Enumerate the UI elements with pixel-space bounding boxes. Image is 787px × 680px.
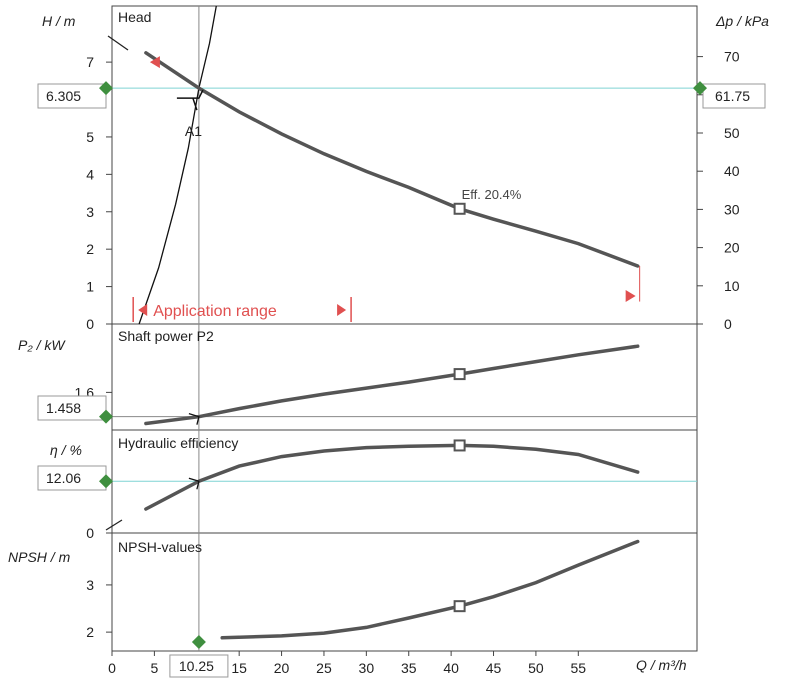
efficiency-readout[interactable]: 12.06	[37, 465, 107, 491]
range-start-triangle	[149, 56, 160, 69]
head-y-tick-label: 3	[86, 204, 94, 220]
efficiency-bep-marker	[453, 439, 466, 452]
efficiency-y-axis-title: η / %	[50, 442, 82, 458]
npsh-y-tick-label: 3	[86, 577, 94, 593]
application-range: Application range	[132, 297, 352, 322]
x-tick-label: 25	[316, 660, 332, 676]
efficiency-readout-value: 12.06	[46, 470, 81, 486]
efficiency-marker[interactable]	[99, 474, 113, 489]
power-y-axis-title: P₂ / kW	[18, 337, 66, 353]
head-right-marker[interactable]	[693, 81, 707, 96]
head-right-readout-box	[702, 83, 766, 109]
x-tick-label: 45	[486, 660, 502, 676]
head-y-tick-label: 5	[86, 129, 94, 145]
system-curve	[138, 5, 217, 325]
q-readout-value: 10.25	[179, 658, 214, 674]
npsh-bep-marker	[453, 600, 466, 613]
head-right-readout[interactable]: 61.75	[702, 83, 766, 109]
efficiency-annotation: Eff. 20.4%	[462, 187, 522, 202]
npsh-y-axis-title: NPSH / m	[8, 549, 71, 565]
power-curve	[144, 344, 640, 426]
head-y-axis-title: H / m	[42, 13, 76, 29]
readout-markers	[99, 81, 707, 649]
q-readout[interactable]: 10.25	[169, 654, 229, 678]
x-tick-label: 0	[108, 660, 116, 676]
application-range-right-arrow	[337, 304, 347, 316]
efficiency-y-tick-label: 0	[86, 525, 94, 541]
head-y2-tick-label: 40	[724, 163, 740, 179]
head-left-readout-box	[37, 83, 107, 109]
head-y-tick-label: 4	[86, 166, 94, 182]
head-y2-tick-label: 20	[724, 240, 740, 256]
x-tick-label: 55	[571, 660, 587, 676]
head-left-readout[interactable]: 6.305	[37, 83, 107, 109]
application-range-left-arrow	[138, 304, 148, 316]
head-panel-frame	[111, 5, 698, 325]
axis-break-mark	[107, 35, 129, 51]
head-right-readout-value: 61.75	[715, 88, 750, 104]
head-curve	[144, 51, 640, 268]
q-marker[interactable]	[191, 635, 206, 649]
efficiency-panel-label: Hydraulic efficiency	[118, 435, 238, 451]
head-left-marker[interactable]	[99, 81, 113, 96]
power-panel-label: Shaft power P2	[118, 328, 214, 344]
x-tick-label: 15	[231, 660, 247, 676]
head-y2-tick-label: 50	[724, 125, 740, 141]
head-y2-tick-label: 70	[724, 49, 740, 65]
x-tick-label: 35	[401, 660, 417, 676]
head-y-tick-label: 7	[86, 54, 94, 70]
head-y-tick-label: 1	[86, 279, 94, 295]
efficiency-curve	[144, 443, 640, 511]
q-readout-box	[169, 654, 229, 678]
head-left-readout-value: 6.305	[46, 88, 81, 104]
power-operating-mark	[188, 413, 200, 425]
axis-break-mark-lower	[105, 519, 123, 531]
x-tick-label: 50	[528, 660, 544, 676]
x-tick-label: 30	[359, 660, 375, 676]
head-y2-tick-label: 10	[724, 278, 740, 294]
head-y2-axis-title: Δp / kPa	[715, 13, 769, 29]
npsh-y-tick-label: 2	[86, 624, 94, 640]
axis-ticks: 0515202530354045505501234570102030405060…	[75, 35, 740, 676]
power-marker[interactable]	[99, 409, 113, 424]
head-y2-tick-label: 0	[724, 316, 732, 332]
x-tick-label: 20	[274, 660, 290, 676]
range-end-triangle	[625, 289, 636, 302]
power-readout-box	[37, 395, 107, 421]
head-y-tick-label: 2	[86, 241, 94, 257]
efficiency-operating-mark	[188, 477, 200, 490]
head-y-tick-label: 0	[86, 316, 94, 332]
power-readout[interactable]: 1.458	[37, 395, 107, 421]
application-range-label: Application range	[153, 303, 277, 320]
npsh-panel-label: NPSH-values	[118, 539, 202, 555]
performance-curves	[138, 5, 641, 640]
npsh-curve	[220, 539, 640, 640]
head-y2-tick-label: 30	[724, 201, 740, 217]
head-panel-label: Head	[118, 9, 151, 25]
x-axis-title: Q / m³/h	[636, 657, 687, 673]
head-bep-marker	[453, 202, 466, 215]
operating-point-mark	[176, 89, 204, 111]
x-tick-label: 40	[443, 660, 459, 676]
npsh-panel-frame	[111, 532, 698, 652]
operating-point-label: A1	[185, 123, 202, 139]
x-tick-label: 5	[150, 660, 158, 676]
power-bep-marker	[453, 368, 466, 381]
power-readout-value: 1.458	[46, 400, 81, 416]
